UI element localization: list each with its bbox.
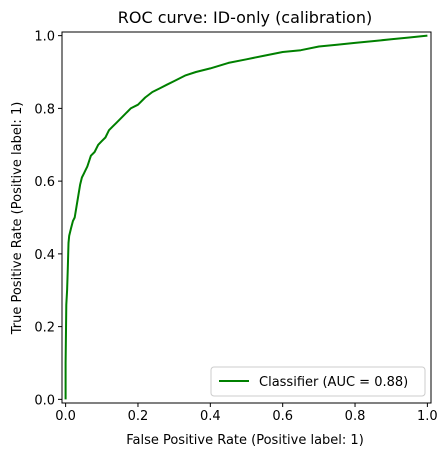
y-tick-label: 0.8 (34, 102, 55, 117)
x-axis-label: False Positive Rate (Positive label: 1) (126, 433, 364, 448)
y-tick-label: 0.4 (34, 248, 55, 263)
legend-label: Classifier (AUC = 0.88) (259, 375, 408, 390)
x-tick-label: 0.0 (55, 409, 76, 424)
series-line-0 (64, 34, 428, 400)
legend: Classifier (AUC = 0.88) (210, 366, 426, 397)
x-tick-label: 0.6 (272, 409, 293, 424)
axes-frame (61, 31, 432, 404)
legend-box (210, 366, 426, 397)
plot-area: 0.0 0.2 0.4 0.6 0.8 1.0 0.0 0.2 0.4 0.6 0.8 1.0 (34, 30, 437, 424)
x-tick-label: 1.0 (417, 409, 438, 424)
chart-title: ROC curve: ID-only (calibration) (118, 8, 372, 27)
y-tick-label: 0.6 (34, 175, 55, 190)
y-axis-label: True Positive Rate (Positive label: 1) (10, 102, 25, 336)
y-tick-label: 0.0 (34, 393, 55, 408)
x-tick-label: 0.4 (200, 409, 221, 424)
y-tick-label: 1.0 (34, 30, 55, 45)
x-tick-label: 0.8 (345, 409, 366, 424)
x-tick-label: 0.2 (128, 409, 149, 424)
y-tick-label: 0.2 (34, 321, 55, 336)
